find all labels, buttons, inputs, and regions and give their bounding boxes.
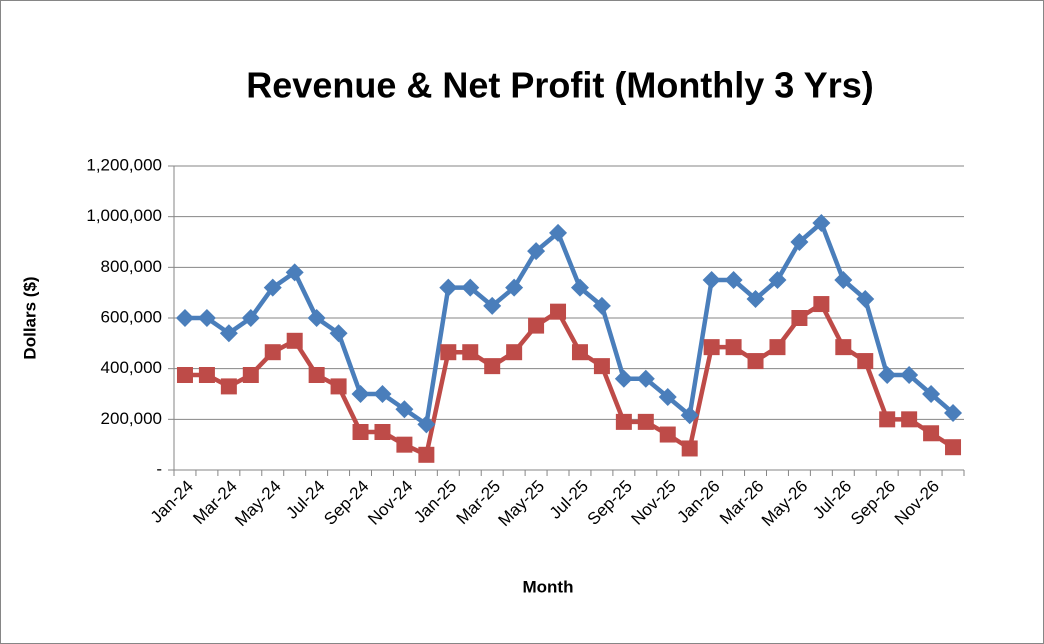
y-tick-label: 600,000	[101, 307, 162, 326]
marker	[549, 223, 568, 242]
marker	[198, 367, 215, 383]
marker	[813, 296, 830, 313]
marker	[550, 303, 567, 320]
marker	[176, 367, 193, 383]
y-tick-label: -	[156, 459, 162, 478]
marker	[461, 278, 480, 297]
marker	[329, 324, 348, 343]
marker	[351, 385, 370, 403]
marker	[417, 415, 436, 434]
marker	[944, 404, 963, 422]
marker	[264, 344, 281, 361]
marker	[791, 310, 808, 326]
marker	[592, 296, 611, 315]
marker	[812, 214, 831, 232]
marker	[440, 344, 457, 361]
marker	[352, 424, 369, 440]
marker	[747, 353, 764, 370]
marker	[285, 263, 304, 282]
marker	[681, 440, 698, 457]
marker	[637, 413, 654, 430]
marker	[856, 290, 875, 308]
marker	[636, 369, 655, 388]
marker	[702, 271, 721, 289]
marker	[658, 388, 677, 407]
marker	[900, 366, 919, 384]
marker	[330, 378, 347, 395]
marker	[462, 344, 479, 361]
y-tick-label: 800,000	[101, 257, 162, 276]
marker	[879, 411, 896, 428]
marker	[835, 339, 852, 356]
marker	[175, 309, 194, 327]
marker	[484, 358, 501, 375]
marker	[725, 339, 742, 356]
series-line	[184, 220, 955, 427]
marker	[570, 278, 589, 297]
marker	[439, 278, 458, 297]
marker	[857, 353, 874, 370]
y-tick-label: 1,000,000	[86, 206, 162, 225]
y-tick-label: 200,000	[101, 409, 162, 428]
marker	[878, 366, 897, 384]
chart-title: Revenue & Net Profit (Monthly 3 Yrs)	[246, 65, 873, 106]
marker	[769, 339, 786, 356]
marker	[241, 309, 260, 327]
marker	[659, 426, 676, 443]
marker	[286, 332, 303, 349]
marker	[373, 385, 392, 403]
marker	[923, 425, 940, 442]
marker	[506, 344, 523, 361]
x-axis-title: Month	[523, 577, 574, 596]
marker	[614, 369, 633, 388]
marker	[374, 424, 391, 440]
marker	[768, 271, 787, 289]
marker	[527, 242, 546, 261]
marker	[593, 358, 610, 375]
y-axis-title: Dollars ($)	[20, 276, 39, 359]
marker	[615, 413, 632, 430]
y-tick-label: 400,000	[101, 358, 162, 377]
marker	[418, 446, 435, 463]
marker	[901, 411, 918, 428]
marker	[922, 385, 941, 403]
marker	[197, 309, 216, 327]
marker	[571, 344, 588, 361]
marker	[219, 324, 238, 343]
marker	[945, 439, 962, 456]
marker	[528, 317, 545, 334]
marker	[505, 278, 524, 297]
y-tick-label: 1,200,000	[86, 155, 162, 174]
marker	[790, 233, 809, 251]
marker	[396, 436, 413, 453]
marker	[220, 378, 237, 395]
marker	[242, 367, 259, 383]
marker	[395, 400, 414, 419]
marker	[834, 271, 853, 289]
marker	[308, 367, 325, 383]
marker	[483, 296, 502, 315]
marker	[307, 309, 326, 327]
marker	[263, 278, 282, 297]
marker	[724, 271, 743, 289]
marker	[680, 406, 699, 425]
marker	[746, 290, 765, 308]
marker	[703, 339, 720, 356]
